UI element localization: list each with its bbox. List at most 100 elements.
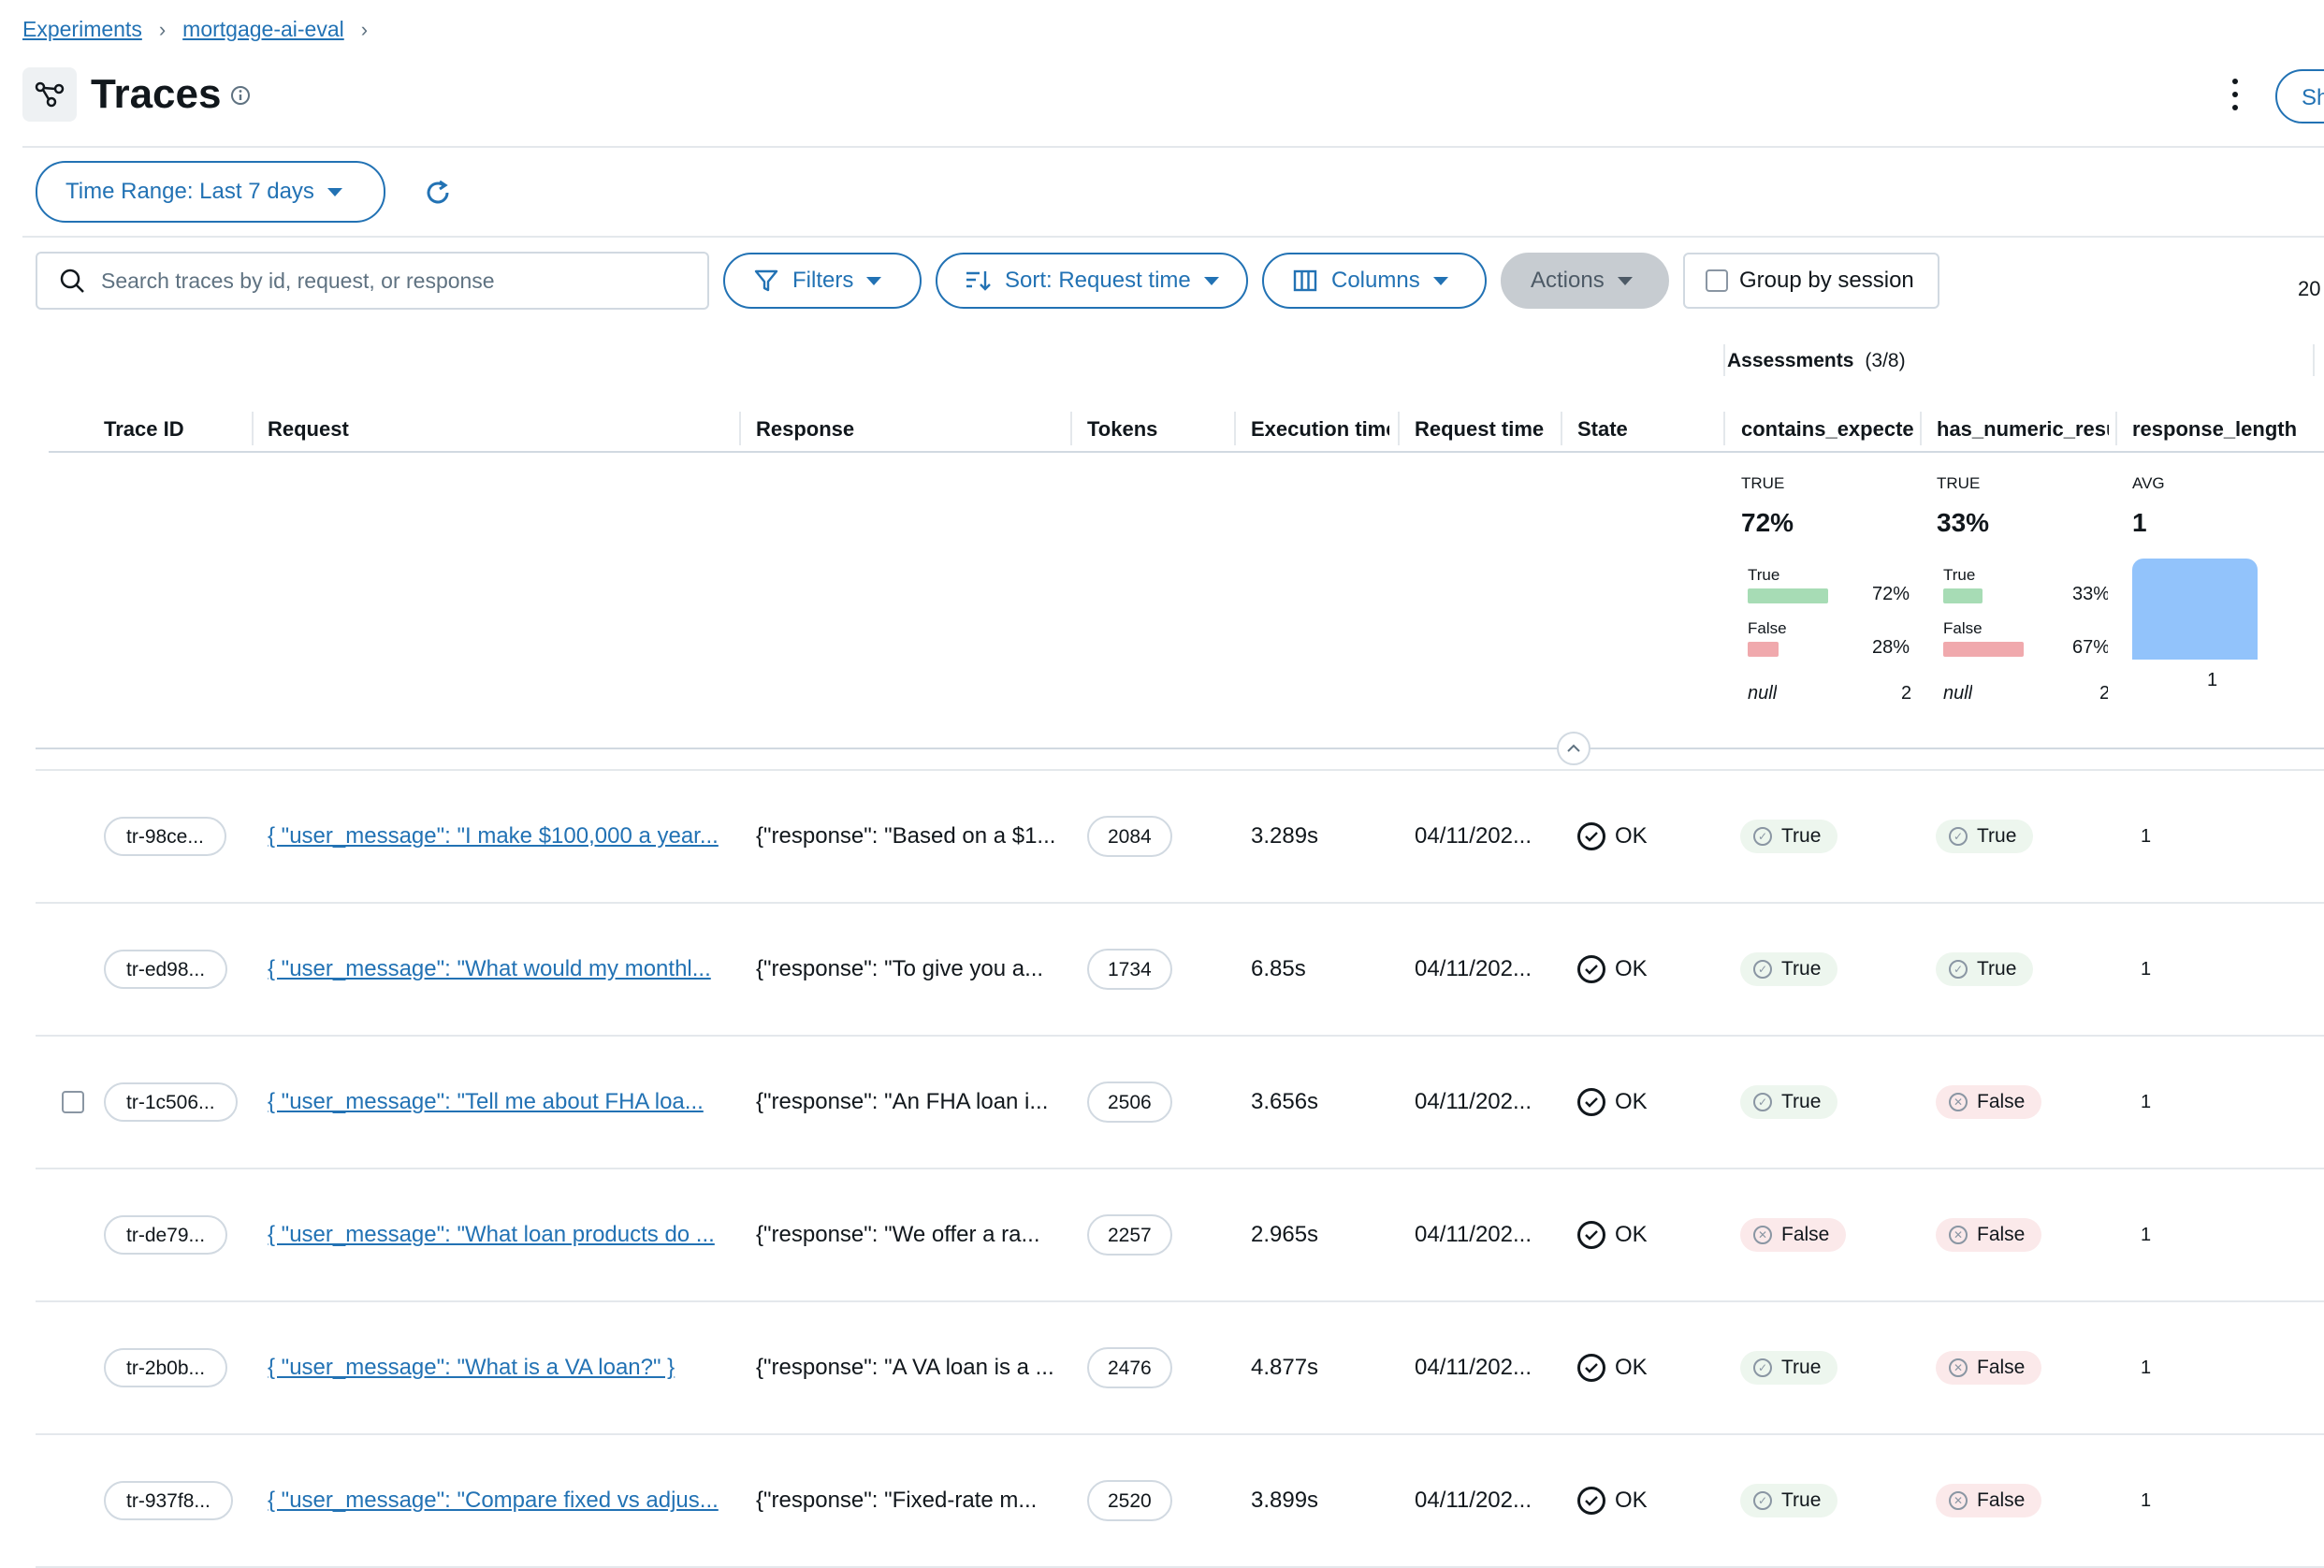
collapse-summary-button[interactable] (1557, 732, 1590, 765)
table-row[interactable]: tr-ed98... { "user_message": "What would… (36, 904, 2324, 1037)
summary-true-bar (1748, 588, 1828, 603)
row-checkbox[interactable] (62, 1091, 84, 1113)
column-header-request[interactable]: Request (268, 417, 349, 441)
column-header-tokens[interactable]: Tokens (1087, 417, 1158, 441)
search-input[interactable] (99, 267, 683, 295)
summary-false-pct: 28% (1872, 637, 1910, 658)
request-time: 04/11/202... (1415, 1355, 1532, 1380)
execution-time: 4.877s (1251, 1355, 1319, 1380)
assessment-false-badge[interactable]: ✕ False (1936, 1351, 2042, 1385)
x-circle-icon: ✕ (1949, 1226, 1968, 1244)
sort-button[interactable]: Sort: Request time (936, 253, 1248, 309)
assessment-false-badge[interactable]: ✕ False (1740, 1218, 1847, 1252)
summary-false-bar (1943, 642, 2024, 657)
assessment-true-badge[interactable]: ✓ True (1936, 820, 2034, 853)
table-row[interactable]: tr-1c506... { "user_message": "Tell me a… (36, 1037, 2324, 1169)
execution-time: 6.85s (1251, 956, 1306, 981)
trace-id-tag[interactable]: tr-ed98... (104, 950, 228, 989)
column-divider (1723, 412, 1725, 445)
sort-icon (966, 271, 991, 291)
summary-null-count: 2 (1901, 683, 1912, 704)
assessment-true-badge[interactable]: ✓ True (1740, 1351, 1838, 1385)
table-row[interactable]: tr-2b0b... { "user_message": "What is a … (36, 1302, 2324, 1435)
request-time: 04/11/202... (1415, 956, 1532, 981)
trace-id-tag[interactable]: tr-98ce... (104, 817, 226, 856)
assessment-value: True (1781, 1489, 1822, 1511)
header-divider (22, 146, 2324, 148)
response-text: {"response": "Fixed-rate m... (756, 1488, 1038, 1513)
summary-false-label: False (1748, 619, 1787, 637)
response-text: {"response": "To give you a... (756, 956, 1044, 981)
assessment-true-badge[interactable]: ✓ True (1740, 1085, 1838, 1119)
assessment-true-badge[interactable]: ✓ True (1936, 952, 2034, 986)
group-by-session-toggle[interactable]: Group by session (1683, 253, 1939, 309)
request-link[interactable]: { "user_message": "What would my monthl.… (268, 956, 711, 981)
assessment-false-badge[interactable]: ✕ False (1936, 1484, 2042, 1517)
request-link[interactable]: { "user_message": "What is a VA loan?" } (268, 1355, 675, 1380)
share-button[interactable]: Share (2275, 69, 2324, 123)
response-text: {"response": "A VA loan is a ... (756, 1355, 1054, 1380)
breadcrumb-experiment-link[interactable]: mortgage-ai-eval (182, 17, 344, 41)
check-circle-icon: ✓ (1949, 827, 1968, 846)
column-header-has-numeric-result[interactable]: has_numeric_result (1937, 417, 2109, 441)
request-link[interactable]: { "user_message": "Compare fixed vs adju… (268, 1488, 719, 1513)
assessments-count: (3/8) (1865, 350, 1906, 371)
more-options-icon[interactable] (2223, 79, 2247, 110)
table-row[interactable]: tr-98ce... { "user_message": "I make $10… (36, 771, 2324, 904)
column-header-request-time[interactable]: Request time (1415, 417, 1545, 441)
summary-value: 72% (1741, 508, 1794, 537)
column-divider (2115, 412, 2117, 445)
check-circle-icon (1577, 1487, 1605, 1515)
response-text: {"response": "We offer a ra... (756, 1222, 1040, 1247)
trace-id-tag[interactable]: tr-de79... (104, 1215, 228, 1255)
request-link[interactable]: { "user_message": "I make $100,000 a yea… (268, 823, 719, 849)
breadcrumb-experiments-link[interactable]: Experiments (22, 17, 142, 41)
assessment-false-badge[interactable]: ✕ False (1936, 1218, 2042, 1252)
column-header-response-length[interactable]: response_length (2132, 417, 2298, 441)
column-divider (1561, 412, 1562, 445)
assessment-true-badge[interactable]: ✓ True (1740, 820, 1838, 853)
column-header-contains-expected[interactable]: contains_expected (1741, 417, 1913, 441)
column-header-trace-id[interactable]: Trace ID (104, 417, 184, 441)
summary-null-count: 2 (2099, 683, 2108, 704)
sort-label: Sort: Request time (1005, 268, 1191, 293)
assessment-value: False (1977, 1489, 2026, 1511)
request-time: 04/11/202... (1415, 1222, 1532, 1247)
column-divider (252, 412, 254, 445)
tokens-tag: 2084 (1087, 816, 1172, 857)
request-link[interactable]: { "user_message": "What loan products do… (268, 1222, 715, 1247)
column-header-execution-time[interactable]: Execution time (1251, 417, 1389, 441)
response-length-value: 1 (2141, 958, 2152, 980)
column-header-response[interactable]: Response (756, 417, 855, 441)
x-circle-icon: ✕ (1949, 1093, 1968, 1111)
trace-id-tag[interactable]: tr-2b0b... (104, 1348, 228, 1387)
refresh-icon[interactable] (421, 176, 455, 210)
request-link[interactable]: { "user_message": "Tell me about FHA loa… (268, 1089, 704, 1114)
assessment-false-badge[interactable]: ✕ False (1936, 1085, 2042, 1119)
group-by-session-checkbox[interactable] (1706, 269, 1728, 292)
trace-id-tag[interactable]: tr-1c506... (104, 1082, 238, 1122)
page-count: 20 (2298, 277, 2321, 300)
response-length-value: 1 (2141, 1357, 2152, 1378)
table-row[interactable]: tr-de79... { "user_message": "What loan … (36, 1169, 2324, 1302)
assessment-true-badge[interactable]: ✓ True (1740, 1484, 1838, 1517)
check-circle-icon (1577, 955, 1605, 983)
info-icon[interactable] (230, 85, 251, 110)
request-time: 04/11/202... (1415, 1488, 1532, 1513)
chevron-down-icon (1203, 276, 1219, 285)
columns-button[interactable]: Columns (1262, 253, 1487, 309)
column-header-state[interactable]: State (1577, 417, 1628, 441)
summary-false-label: False (1943, 619, 1983, 637)
assessment-true-badge[interactable]: ✓ True (1740, 952, 1838, 986)
check-circle-icon (1577, 1221, 1605, 1249)
actions-button[interactable]: Actions (1501, 253, 1669, 309)
summary-false-bar (1748, 642, 1779, 657)
summary-null-label: null (1748, 683, 1778, 704)
table-row[interactable]: tr-937f8... { "user_message": "Compare f… (36, 1435, 2324, 1568)
filters-button[interactable]: Filters (723, 253, 922, 309)
trace-id-tag[interactable]: tr-937f8... (104, 1481, 233, 1520)
time-range-dropdown[interactable]: Time Range: Last 7 days (36, 161, 385, 223)
column-divider (1234, 412, 1236, 445)
search-box[interactable] (36, 252, 709, 310)
column-divider (739, 412, 741, 445)
